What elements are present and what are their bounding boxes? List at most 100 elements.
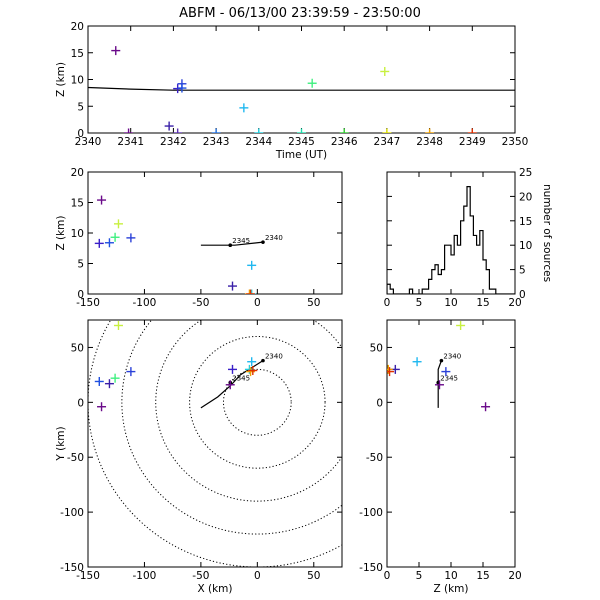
source-point	[225, 380, 235, 390]
y-tick-label: -50	[366, 452, 383, 464]
x-tick-label: -150	[76, 570, 100, 582]
track-label: 2345	[232, 237, 250, 245]
histogram-bin	[425, 289, 428, 294]
source-point	[110, 232, 120, 242]
histogram-bin	[480, 231, 483, 294]
source-point	[248, 365, 258, 375]
histogram-bin	[441, 270, 444, 294]
y-tick-label: 0	[77, 128, 84, 140]
y-tick-label: 10	[519, 240, 532, 252]
source-point	[467, 128, 477, 133]
source-point	[124, 128, 134, 133]
source-point	[339, 128, 349, 133]
y-tick-label: 0	[519, 289, 526, 301]
x-tick-label: 2343	[203, 136, 230, 148]
x-tick-label: 50	[307, 570, 320, 582]
histogram-bin	[435, 265, 438, 294]
y-tick-label: -150	[60, 562, 84, 574]
source-point	[456, 320, 466, 330]
histogram-steps	[387, 186, 515, 294]
track-marker	[439, 358, 444, 363]
source-point	[297, 128, 306, 133]
x-tick-label: 15	[476, 570, 489, 582]
source-point	[97, 195, 107, 205]
histogram-bin	[438, 274, 441, 294]
y-tick-label: 5	[77, 101, 84, 113]
x-tick-label: 2346	[331, 136, 358, 148]
source-point	[244, 289, 254, 294]
histogram-bin	[464, 206, 467, 294]
plot-area	[387, 186, 515, 294]
source-point	[227, 281, 237, 291]
source-point	[97, 402, 107, 412]
range-ring	[155, 320, 342, 502]
y-tick-label: 20	[71, 167, 84, 179]
histogram-bin	[457, 245, 460, 294]
y-tick-label: -100	[60, 507, 84, 519]
y-tick-label: 5	[77, 259, 84, 271]
track-marker	[228, 243, 233, 247]
time-height-plot: 2340 2341 2342 2343 2344 2345 2346 2347 2348 2349…	[55, 21, 528, 161]
altitude-line	[88, 86, 515, 91]
x-tick-label: 10	[444, 297, 457, 309]
source-point	[126, 367, 136, 377]
source-point	[246, 367, 256, 377]
y-tick-label: -50	[67, 452, 84, 464]
x-tick-label: 2348	[416, 136, 443, 148]
figure-title: ABFM - 06/13/00 23:39:59 - 23:50:00	[179, 6, 421, 21]
source-point	[113, 219, 123, 229]
source-point	[239, 103, 249, 113]
y-axis-label: Y (km)	[55, 426, 67, 461]
source-point	[254, 128, 264, 133]
x-axis-label: X (km)	[197, 583, 232, 595]
x-tick-label: -50	[192, 297, 209, 309]
y-tick-label: -150	[359, 562, 383, 574]
source-point	[227, 364, 237, 374]
source-point	[211, 128, 221, 133]
histogram-bin	[493, 289, 496, 294]
source-point	[247, 357, 257, 367]
histogram-bin	[489, 289, 492, 294]
y-tick-label: 0	[77, 397, 84, 409]
source-point	[247, 289, 257, 294]
histogram-bin	[477, 245, 480, 294]
track-label: 2340	[265, 234, 283, 242]
histogram-bin	[445, 245, 448, 294]
x-axis-label: Z (km)	[433, 583, 468, 595]
source-point	[111, 46, 121, 56]
x-tick-label: 20	[508, 570, 521, 582]
source-point	[113, 320, 123, 330]
y-axis-label: Z (km)	[55, 62, 67, 97]
x-tick-label: 20	[508, 297, 521, 309]
x-tick-label: 2347	[374, 136, 401, 148]
track-label: 2345	[440, 375, 458, 383]
y-tick-label: 15	[519, 216, 532, 228]
source-point	[412, 357, 422, 367]
track-marker	[261, 240, 265, 244]
plot-area: 2340 2345	[88, 320, 342, 567]
histogram-bin	[461, 221, 464, 294]
track-label: 2340	[265, 353, 283, 361]
x-tick-label: 5	[416, 570, 423, 582]
histogram-bin	[473, 235, 476, 294]
histogram-bin	[483, 260, 486, 294]
y-tick-label: 10	[71, 75, 84, 87]
x-tick-label: 5	[416, 297, 423, 309]
y-tick-label: 25	[519, 167, 532, 179]
x-tick-label: 0	[384, 570, 391, 582]
source-point	[104, 379, 114, 389]
y-tick-label: 15	[71, 48, 84, 60]
y-axis-label: number of sources	[541, 184, 553, 282]
track-label: 2345	[232, 375, 250, 383]
source-point	[441, 367, 451, 377]
x-tick-label: 2342	[160, 136, 187, 148]
histogram-bin	[451, 255, 454, 294]
y-tick-label: -100	[359, 507, 383, 519]
storm-track	[437, 360, 442, 408]
y-tick-label: 10	[71, 228, 84, 240]
histogram-bin	[470, 216, 473, 294]
x-tick-label: 2340	[75, 136, 102, 148]
source-point	[94, 376, 104, 386]
source-point	[425, 128, 435, 133]
